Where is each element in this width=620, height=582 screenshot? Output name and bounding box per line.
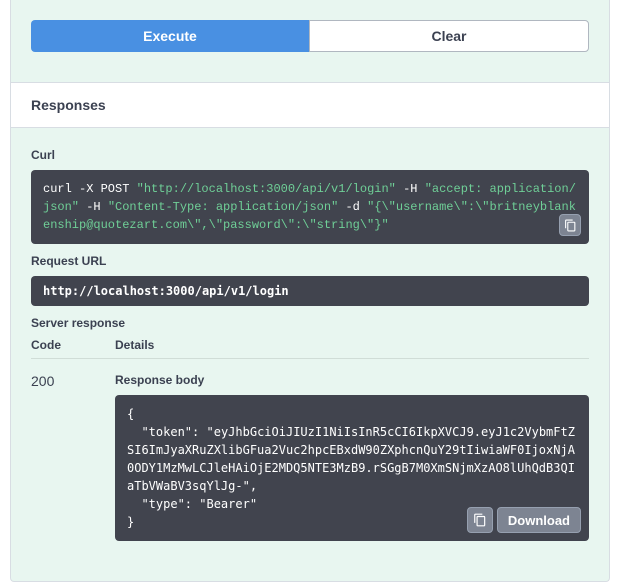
- clipboard-icon: [564, 219, 577, 232]
- json-value-bearer: "Bearer": [199, 497, 257, 511]
- download-button[interactable]: Download: [497, 507, 581, 533]
- curl-text: curl -X POST: [43, 182, 137, 196]
- json-quote: ": [243, 479, 250, 493]
- curl-text: -H: [79, 200, 108, 214]
- json-quote: ": [206, 425, 213, 439]
- response-table-header: Code Details: [31, 338, 589, 359]
- request-url-label: Request URL: [31, 254, 589, 268]
- curl-command: curl -X POST "http://localhost:3000/api/…: [31, 170, 589, 244]
- copy-response-button[interactable]: [467, 507, 493, 533]
- curl-url: "http://localhost:3000/api/v1/login": [137, 182, 396, 196]
- responses-header: Responses: [11, 82, 609, 128]
- response-details: Response body { "token": "eyJhbGciOiJIUz…: [115, 373, 589, 541]
- json-brace: }: [127, 515, 134, 529]
- action-buttons: Execute Clear: [31, 20, 589, 52]
- response-section: Curl curl -X POST "http://localhost:3000…: [11, 148, 609, 541]
- response-row: 200 Response body { "token": "eyJhbGciOi…: [31, 373, 589, 541]
- json-key-type: "type":: [127, 497, 199, 511]
- details-column-header: Details: [115, 338, 154, 352]
- response-body-label: Response body: [115, 373, 589, 387]
- server-response-label: Server response: [31, 316, 589, 330]
- responses-title: Responses: [31, 97, 589, 113]
- copy-curl-button[interactable]: [559, 214, 581, 236]
- json-dash: -: [235, 479, 242, 493]
- request-url-value: http://localhost:3000/api/v1/login: [31, 276, 589, 306]
- curl-text: -H: [396, 182, 425, 196]
- clipboard-icon: [473, 513, 487, 527]
- status-code: 200: [31, 373, 115, 541]
- curl-header-content-type: "Content-Type: application/json": [108, 200, 338, 214]
- code-column-header: Code: [31, 338, 115, 352]
- response-panel: Execute Clear Responses Curl curl -X POS…: [10, 0, 610, 582]
- response-body: { "token": "eyJhbGciOiJIUzI1NiIsInR5cCI6…: [115, 395, 589, 541]
- json-comma: ,: [250, 479, 257, 493]
- execute-button[interactable]: Execute: [31, 20, 309, 52]
- json-brace: {: [127, 407, 134, 421]
- curl-text: -d: [338, 200, 367, 214]
- json-key-token: "token":: [127, 425, 206, 439]
- curl-label: Curl: [31, 148, 589, 162]
- clear-button[interactable]: Clear: [309, 20, 589, 52]
